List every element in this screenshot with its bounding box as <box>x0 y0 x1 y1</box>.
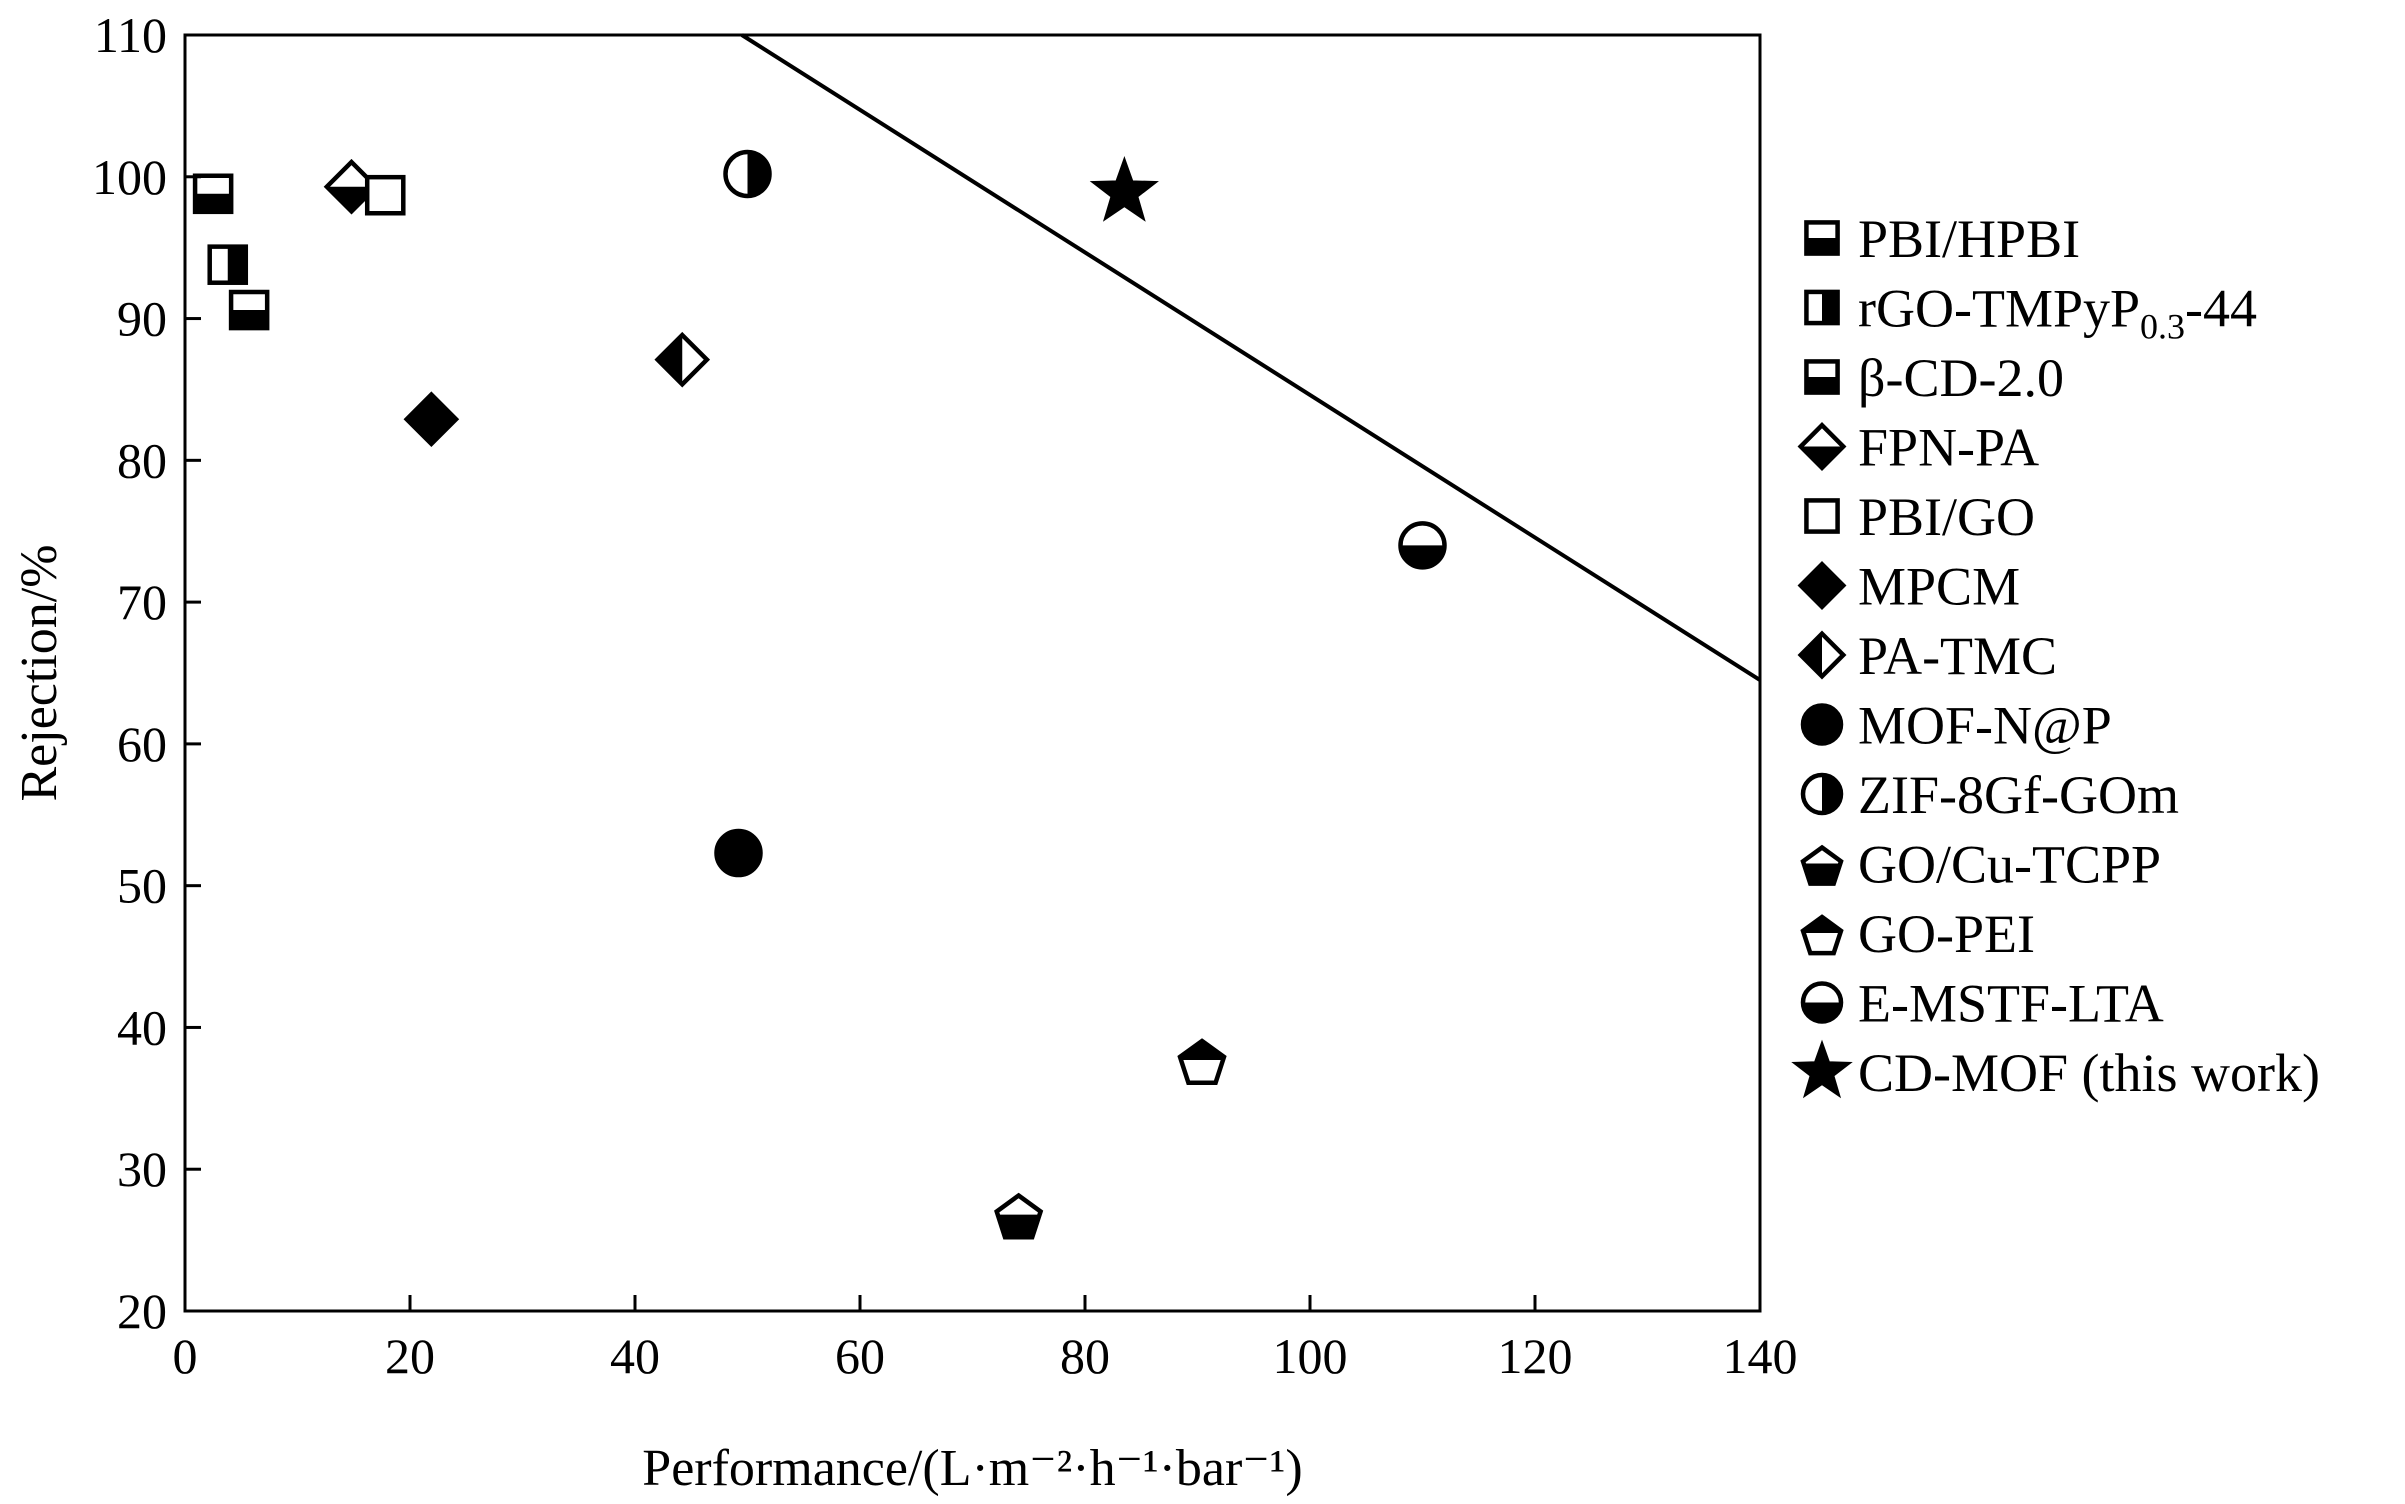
legend-label: PBI/GO <box>1858 487 2035 547</box>
legend-marker <box>1797 630 1847 680</box>
y-tick-label: 20 <box>117 1283 167 1339</box>
legend-label: PA-TMC <box>1858 626 2057 686</box>
legend-marker <box>1800 703 1844 746</box>
legend-label: CD-MOF (this work) <box>1858 1043 2320 1103</box>
legend-label: rGO-TMPyP0.3-44 <box>1858 279 2257 347</box>
y-tick-label: 90 <box>117 291 167 347</box>
legend-marker <box>1804 289 1840 326</box>
x-tick-label: 60 <box>835 1328 885 1384</box>
x-tick-label: 100 <box>1273 1328 1348 1384</box>
legend-marker <box>1800 981 1844 1024</box>
legend-label: GO/Cu-TCPP <box>1858 835 2161 895</box>
legend-marker <box>1804 498 1840 534</box>
y-tick-label: 100 <box>92 149 167 205</box>
y-axis-label: Rejection/% <box>11 544 68 801</box>
legend-marker <box>1800 914 1844 956</box>
x-tick-label: 20 <box>385 1328 435 1384</box>
data-point <box>207 244 249 285</box>
data-point <box>723 149 772 199</box>
x-tick-label: 40 <box>610 1328 660 1384</box>
data-point <box>192 173 234 215</box>
legend-marker <box>1804 220 1840 256</box>
y-tick-label: 50 <box>117 858 167 914</box>
y-tick-label: 70 <box>117 574 167 630</box>
legend-label: MOF-N@P <box>1858 696 2112 756</box>
legend-label: PBI/HPBI <box>1858 209 2080 269</box>
y-tick-label: 80 <box>117 432 167 488</box>
x-axis: 0 20 40 60 80 100 120 140 <box>173 1295 1798 1384</box>
legend-marker <box>1791 1039 1853 1099</box>
legend-label: MPCM <box>1858 557 2020 617</box>
legend-label: FPN-PA <box>1858 418 2039 478</box>
legend-marker <box>1797 561 1847 610</box>
legend-marker <box>1797 422 1847 471</box>
legend-label: ZIF-8Gf-GOm <box>1858 765 2179 825</box>
y-tick-label: 40 <box>117 999 167 1055</box>
x-tick-label: 120 <box>1498 1328 1573 1384</box>
legend-label: β-CD-2.0 <box>1858 348 2064 408</box>
data-point <box>364 174 406 216</box>
legend-marker <box>1800 844 1844 886</box>
data-point <box>1398 521 1447 570</box>
plot-frame <box>183 33 1762 1313</box>
plot-area <box>192 33 1762 1240</box>
trend-line <box>740 33 1762 682</box>
y-tick-label: 60 <box>117 716 167 772</box>
legend-marker <box>1800 772 1844 816</box>
x-axis-label: Performance/(L·m⁻²·h⁻¹·bar⁻¹) <box>642 1440 1302 1497</box>
data-point <box>714 828 763 878</box>
data-point <box>1089 156 1159 222</box>
y-axis: 20 30 40 50 60 70 80 90 100 110 <box>92 7 201 1339</box>
y-tick-label: 110 <box>94 7 167 63</box>
x-tick-label: 0 <box>173 1328 198 1384</box>
legend-label: E-MSTF-LTA <box>1858 974 2164 1034</box>
legend-label: GO-PEI <box>1858 904 2035 964</box>
legend: PBI/HPBI rGO-TMPyP0.3-44β-CD-2.0 FPN-PA PBI… <box>1791 209 2320 1103</box>
data-point <box>228 289 270 331</box>
legend-marker <box>1804 359 1840 395</box>
x-tick-label: 80 <box>1060 1328 1110 1384</box>
y-tick-label: 30 <box>117 1141 167 1197</box>
data-point <box>1177 1038 1227 1085</box>
x-tick-label: 140 <box>1723 1328 1798 1384</box>
data-point <box>654 331 711 388</box>
data-point <box>403 391 460 448</box>
data-point <box>994 1192 1044 1240</box>
